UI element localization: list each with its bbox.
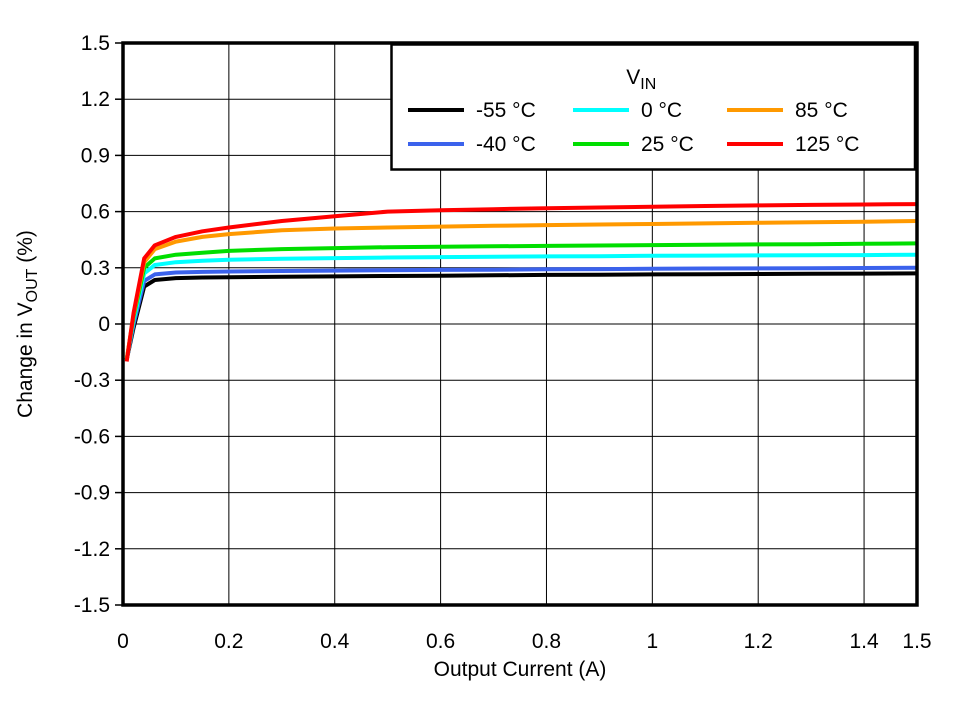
legend-label: -55 °C	[476, 99, 536, 122]
y-tick-label: 0.9	[81, 144, 110, 167]
series-line	[124, 252, 918, 360]
x-tick-label: 0.6	[426, 630, 455, 653]
y-tick-label: -1.2	[74, 538, 110, 561]
y-tick-label: 0.3	[81, 257, 110, 280]
legend-label: 0 °C	[641, 99, 682, 122]
legend-box	[390, 43, 917, 171]
series-line	[124, 219, 918, 360]
series-line	[124, 202, 918, 362]
y-axis-title: Change in VOUT (%)	[14, 230, 41, 418]
x-tick-label: 1	[646, 630, 658, 653]
series-line	[124, 271, 918, 361]
y-tick-label: 0	[98, 313, 110, 336]
x-axis-title: Output Current (A)	[434, 658, 607, 681]
legend-title: VIN	[626, 66, 656, 93]
x-tick-label: 0.4	[320, 630, 350, 653]
legend-label: -40 °C	[476, 133, 536, 156]
plot-border	[121, 41, 919, 607]
y-tick-label: -1.5	[74, 594, 110, 617]
x-tick-label: 0	[117, 630, 129, 653]
x-tick-label: 1.2	[744, 630, 773, 653]
legend-label: 125 °C	[795, 133, 859, 156]
series-line	[124, 265, 918, 360]
series-line	[124, 241, 918, 360]
x-tick-label: 1.4	[849, 630, 879, 653]
y-tick-label: -0.3	[74, 369, 110, 392]
y-tick-label: 1.5	[81, 32, 110, 55]
x-tick-label: 0.8	[532, 630, 561, 653]
legend-label: 85 °C	[795, 99, 848, 122]
x-tick-label: 0.2	[214, 630, 243, 653]
y-tick-label: -0.9	[74, 482, 110, 505]
x-tick-label: 1.5	[902, 630, 931, 653]
y-tick-label: 0.6	[81, 201, 110, 224]
y-tick-label: -0.6	[74, 425, 110, 448]
y-tick-label: 1.2	[81, 88, 110, 111]
legend-label: 25 °C	[641, 133, 694, 156]
